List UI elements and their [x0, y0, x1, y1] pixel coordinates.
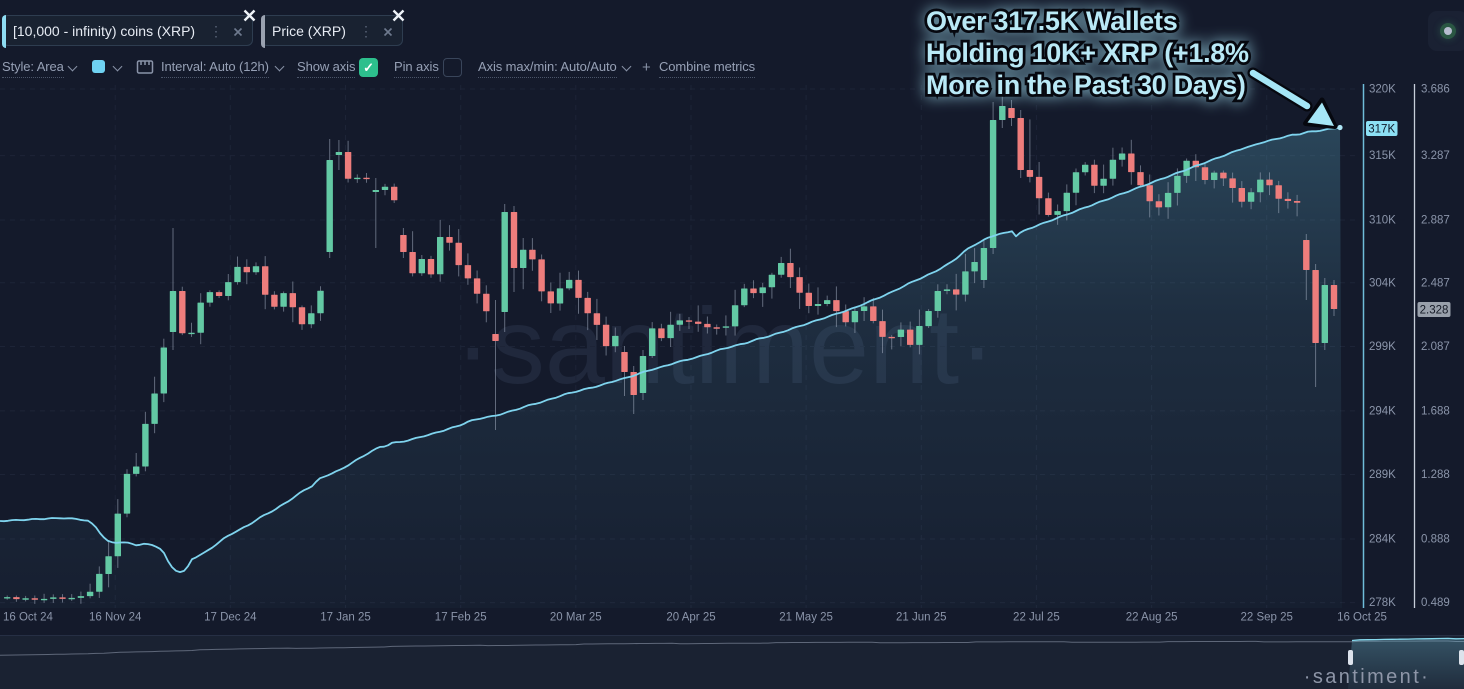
- svg-text:304K: 304K: [1369, 277, 1396, 289]
- svg-text:16 Nov 24: 16 Nov 24: [89, 612, 142, 624]
- svg-text:·santiment·: ·santiment·: [1304, 666, 1430, 688]
- svg-text:22 Sep 25: 22 Sep 25: [1240, 612, 1292, 624]
- svg-text:17 Jan 25: 17 Jan 25: [320, 612, 371, 624]
- svg-text:21 May 25: 21 May 25: [779, 612, 833, 624]
- svg-text:Over 317.5K Wallets: Over 317.5K Wallets: [926, 6, 1177, 36]
- svg-text:Over 317.5K Wallets: Over 317.5K Wallets: [926, 6, 1177, 36]
- svg-text:0.888: 0.888: [1421, 534, 1450, 546]
- svg-text:2.328: 2.328: [1420, 305, 1449, 317]
- svg-text:0.489: 0.489: [1421, 597, 1450, 609]
- svg-text:Holding 10K+ XRP (+1.8%: Holding 10K+ XRP (+1.8%: [926, 38, 1249, 68]
- svg-text:320K: 320K: [1369, 84, 1396, 96]
- svg-text:278K: 278K: [1369, 597, 1396, 609]
- svg-text:1.688: 1.688: [1421, 405, 1450, 417]
- svg-text:299K: 299K: [1369, 341, 1396, 353]
- svg-text:310K: 310K: [1369, 215, 1396, 227]
- svg-text:315K: 315K: [1369, 150, 1396, 162]
- svg-text:3.287: 3.287: [1421, 150, 1450, 162]
- svg-text:2.487: 2.487: [1421, 277, 1450, 289]
- svg-text:22 Jul 25: 22 Jul 25: [1013, 612, 1060, 624]
- svg-text:17 Feb 25: 17 Feb 25: [435, 612, 487, 624]
- svg-text:20 Apr 25: 20 Apr 25: [666, 612, 715, 624]
- svg-text:317K: 317K: [1368, 124, 1395, 136]
- svg-text:16 Oct 25: 16 Oct 25: [1337, 612, 1387, 624]
- svg-text:3.686: 3.686: [1421, 84, 1450, 96]
- svg-text:17 Dec 24: 17 Dec 24: [204, 612, 257, 624]
- svg-text:16 Oct 24: 16 Oct 24: [3, 612, 53, 624]
- svg-text:More in the Past 30 Days): More in the Past 30 Days): [926, 70, 1246, 100]
- svg-text:284K: 284K: [1369, 534, 1396, 546]
- svg-text:1.288: 1.288: [1421, 469, 1450, 481]
- svg-text:294K: 294K: [1369, 405, 1396, 417]
- svg-text:2.087: 2.087: [1421, 341, 1450, 353]
- svg-text:20 Mar 25: 20 Mar 25: [550, 612, 602, 624]
- svg-text:21 Jun 25: 21 Jun 25: [896, 612, 947, 624]
- svg-text:22 Aug 25: 22 Aug 25: [1126, 612, 1178, 624]
- svg-text:2.887: 2.887: [1421, 215, 1450, 227]
- svg-text:289K: 289K: [1369, 469, 1396, 481]
- svg-text:More in the Past 30 Days): More in the Past 30 Days): [926, 70, 1246, 100]
- svg-text:Holding 10K+ XRP (+1.8%: Holding 10K+ XRP (+1.8%: [926, 38, 1249, 68]
